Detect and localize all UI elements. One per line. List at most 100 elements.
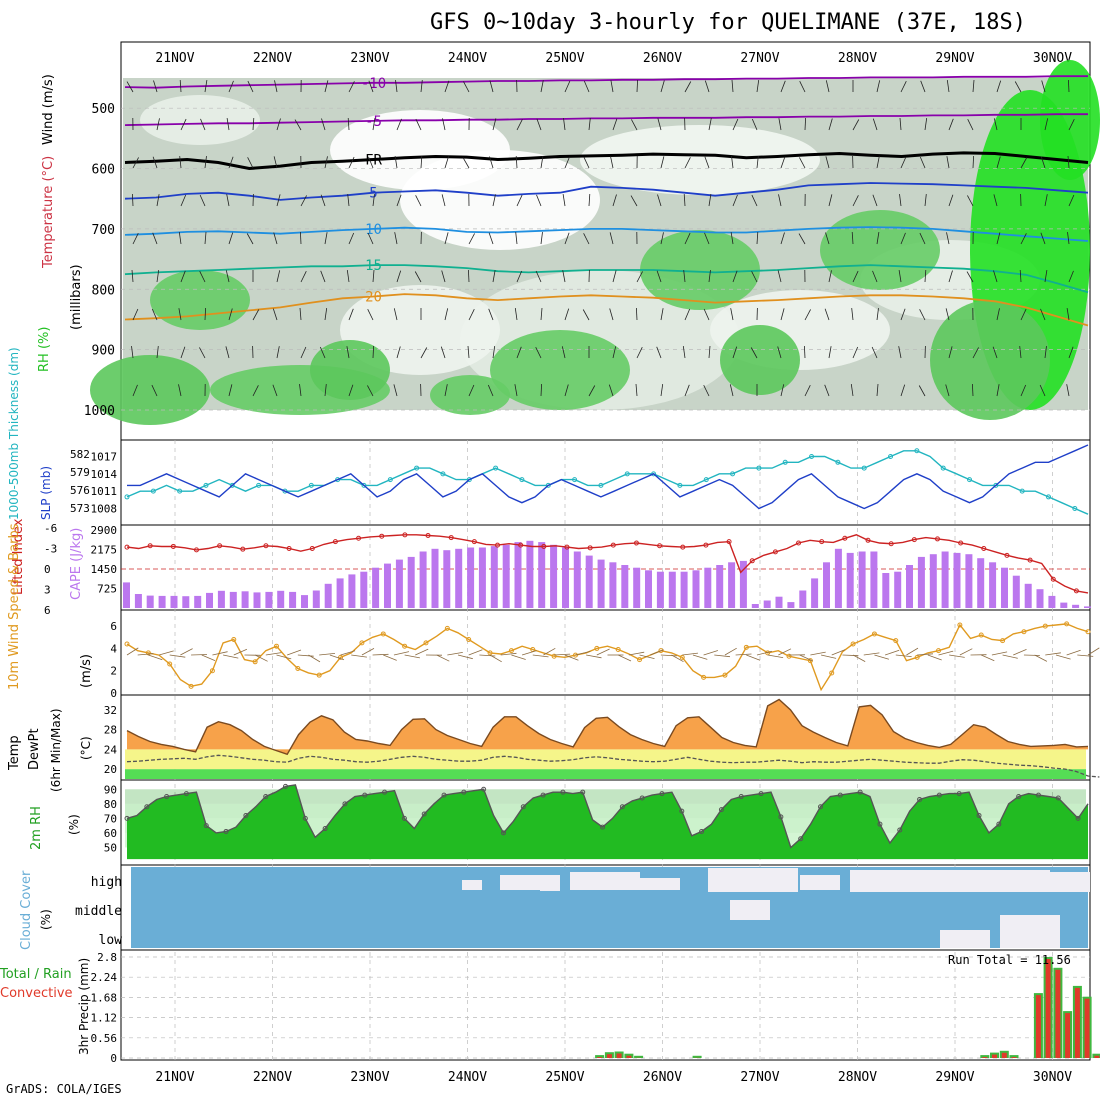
wind-barb <box>583 80 590 93</box>
wind-barb <box>899 194 902 207</box>
wind-speed-line-point <box>936 648 942 654</box>
wind-barb <box>228 384 233 397</box>
cape-bar <box>763 600 771 608</box>
date-label-bottom: 25NOV <box>545 1070 584 1085</box>
rh-tick-label: 90 <box>104 783 117 796</box>
rh-line-point <box>659 791 665 797</box>
wind-barb <box>372 194 375 207</box>
wind-barb <box>684 232 691 245</box>
wind-barb <box>564 232 570 245</box>
wind-barb <box>780 308 785 321</box>
thickness-line-point <box>888 454 894 460</box>
wind-barb <box>225 270 230 283</box>
surface-barb <box>906 647 919 656</box>
wind-barb <box>1044 194 1048 207</box>
temp-tick-label: 32 <box>104 704 117 717</box>
surface-barb <box>959 648 973 656</box>
surface-barb <box>831 649 846 656</box>
cloud-clear-cell <box>940 930 990 948</box>
wind-barb <box>636 79 638 93</box>
precip-convective-bar <box>1045 959 1051 1058</box>
wind-barb <box>708 270 711 283</box>
thickness-line <box>126 450 1089 515</box>
surface-barb <box>212 651 228 656</box>
cape-bar <box>1036 589 1044 608</box>
wind-barb <box>778 194 782 207</box>
wind-barb <box>756 80 760 93</box>
lifted-index-line-point <box>772 549 778 555</box>
wind-barb <box>372 345 374 359</box>
cape-bar <box>217 590 225 608</box>
cape-bar <box>194 595 202 608</box>
wind-speed-line-point <box>829 670 835 676</box>
thickness-line-point <box>598 482 604 488</box>
temp-band-green <box>125 769 1086 779</box>
wind-barb <box>804 117 806 131</box>
wind-barb <box>535 270 542 283</box>
wind-barb <box>609 308 614 321</box>
cape-bar <box>929 554 937 608</box>
wind-speed-line-point <box>273 643 279 649</box>
wind-barb <box>515 232 518 245</box>
wind-barb <box>247 80 254 93</box>
temp-contour-label: 20 <box>365 290 382 306</box>
rh-line-point <box>183 791 189 797</box>
cape-tick-label: 2900 <box>91 524 118 537</box>
lifted-index-line-point <box>402 532 408 538</box>
li-axis-label: Lifted Index <box>11 518 26 595</box>
wind-barb <box>852 195 859 207</box>
thickness-line-point <box>730 471 736 477</box>
wind-barb <box>300 231 302 245</box>
temp-contour-label: 5 <box>369 186 377 202</box>
surface-barb <box>863 652 880 656</box>
cape-bar <box>1084 606 1091 608</box>
precip-convective-bar <box>1011 1057 1017 1058</box>
temp-tick-label: 20 <box>104 763 117 776</box>
wind-barb <box>660 156 665 169</box>
date-label-top: 26NOV <box>643 51 682 66</box>
cape-bar <box>490 546 498 608</box>
wind-barb <box>730 308 734 321</box>
wind-barb <box>751 194 758 207</box>
wind-barb <box>151 384 158 397</box>
wind-barb <box>420 347 428 359</box>
thickness-tick-label: 582 <box>70 448 90 461</box>
precip-convective-bar <box>1094 1055 1100 1058</box>
wind-barb <box>540 156 544 169</box>
thickness-line-point <box>914 448 920 454</box>
surface-barb <box>949 654 965 658</box>
wind-barb <box>132 233 139 245</box>
rh-line-point <box>818 804 824 810</box>
wind-barb <box>463 81 470 93</box>
rh-line-point <box>699 828 705 834</box>
pressure-tick-label: 1000 <box>84 404 115 419</box>
surface-barb <box>543 647 556 656</box>
wind-barb <box>798 233 806 245</box>
cape-bar <box>407 556 415 608</box>
wind-barb <box>492 194 496 207</box>
wind-barb <box>132 193 134 207</box>
rh-fill-patch <box>1040 60 1100 180</box>
surface-barb <box>703 650 719 656</box>
cloud-clear-cell <box>730 900 770 920</box>
date-label-bottom: 22NOV <box>253 1070 292 1085</box>
wind-barb <box>444 232 449 245</box>
surface-barb <box>927 654 942 661</box>
wind-barb <box>564 384 569 397</box>
cape-bar <box>502 544 510 608</box>
wind-speed-line-point <box>615 647 621 653</box>
wind-barb <box>1068 119 1075 131</box>
cape-bar <box>443 550 451 608</box>
wind-barb <box>684 308 691 321</box>
surface-barb <box>329 654 345 661</box>
wind-barb <box>732 270 738 283</box>
wind-barb <box>394 232 398 245</box>
surface-barb <box>639 654 655 659</box>
cape-bar <box>917 556 925 608</box>
temp2m-axis-label: Temp <box>7 735 22 771</box>
temp-tick-label: 28 <box>104 724 117 737</box>
wind-barb <box>972 383 974 397</box>
cape-bar <box>882 573 890 608</box>
temp-contour-label: -5 <box>365 114 382 130</box>
date-label-top: 28NOV <box>838 51 877 66</box>
